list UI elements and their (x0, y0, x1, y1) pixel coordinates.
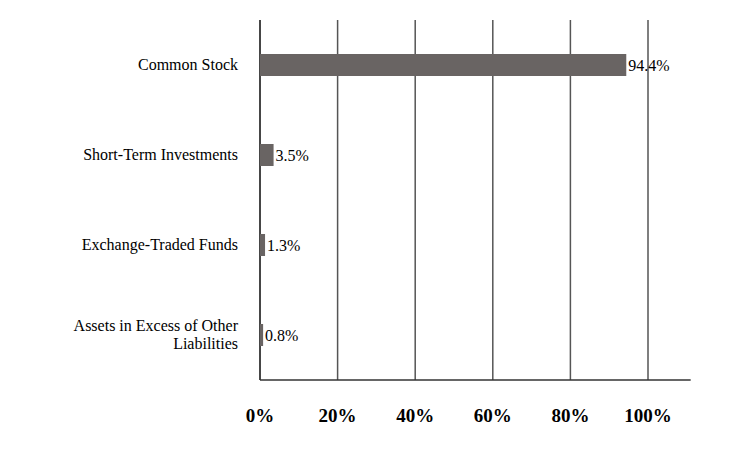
tick-label: 40% (396, 405, 434, 426)
bar (260, 234, 265, 256)
tick-label: 100% (624, 405, 672, 426)
x-axis (260, 379, 691, 381)
category-label-line: Exchange-Traded Funds (82, 236, 238, 254)
tick-label: 0% (246, 405, 275, 426)
data-label: 3.5% (276, 147, 309, 164)
tick-label: 20% (319, 405, 357, 426)
category-label-line: Assets in Excess of Other (74, 317, 239, 334)
grid-line (647, 20, 649, 380)
tick-label: 80% (551, 405, 589, 426)
category-label-line: Short-Term Investments (83, 146, 238, 163)
chart: 0% 20% 40% 60% 80% 100% Common Stock 94.4% Short… (0, 0, 756, 456)
category-label: Common Stock (138, 56, 238, 73)
bar (260, 54, 626, 76)
category-label: Exchange-Traded Funds (82, 236, 238, 254)
category-label-line: Common Stock (138, 56, 238, 73)
bar (260, 144, 274, 166)
data-label: 0.8% (265, 327, 298, 344)
bar (260, 324, 263, 346)
data-label: 1.3% (267, 237, 300, 254)
category-label-line: Liabilities (173, 335, 238, 352)
category-label: Short-Term Investments (83, 146, 238, 163)
category-label: Assets in Excess of OtherLiabilities (74, 317, 239, 352)
bars (260, 54, 626, 346)
tick-label: 60% (474, 405, 512, 426)
data-label: 94.4% (628, 57, 669, 74)
